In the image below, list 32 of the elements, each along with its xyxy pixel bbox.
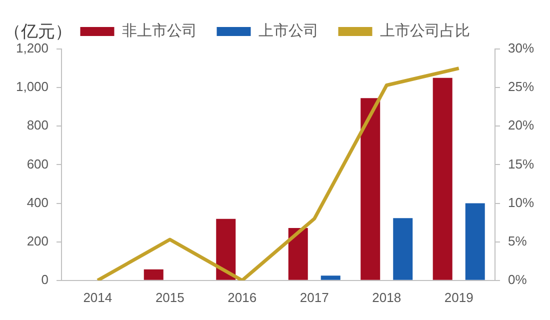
y2-tick-label: 5% [508, 233, 528, 248]
bar [288, 228, 308, 280]
legend-label: 非上市公司 [122, 22, 197, 40]
y-tick-label: 1,000 [16, 79, 49, 94]
legend-label: 上市公司占比 [380, 22, 470, 40]
bar [432, 78, 452, 280]
bar [465, 203, 485, 280]
x-tick-label: 2014 [83, 290, 112, 305]
y2-tick-label: 10% [508, 194, 534, 210]
y-axis-title: （亿元） [4, 22, 72, 42]
y-tick-label: 0 [41, 272, 49, 287]
bar [393, 218, 413, 280]
x-tick-label: 2018 [372, 290, 402, 305]
legend-label: 上市公司 [258, 22, 318, 40]
y2-tick-label: 20% [508, 118, 534, 133]
y-tick-label: 400 [26, 194, 49, 210]
y-tick-label: 800 [26, 118, 49, 133]
y-tick-label: 600 [26, 156, 49, 172]
y2-tick-label: 0% [508, 272, 528, 287]
bar [360, 98, 380, 280]
bar [144, 269, 164, 280]
bar [216, 218, 236, 280]
y2-tick-label: 25% [508, 79, 534, 94]
bar [320, 276, 340, 280]
y2-tick-label: 30% [508, 40, 534, 56]
x-tick-label: 2016 [228, 290, 257, 305]
x-tick-label: 2019 [444, 290, 474, 305]
x-tick-label: 2015 [155, 290, 184, 305]
y-tick-label: 1,200 [16, 40, 49, 56]
y-tick-label: 200 [26, 233, 49, 248]
x-tick-label: 2017 [300, 290, 329, 305]
y2-tick-label: 15% [508, 156, 534, 172]
